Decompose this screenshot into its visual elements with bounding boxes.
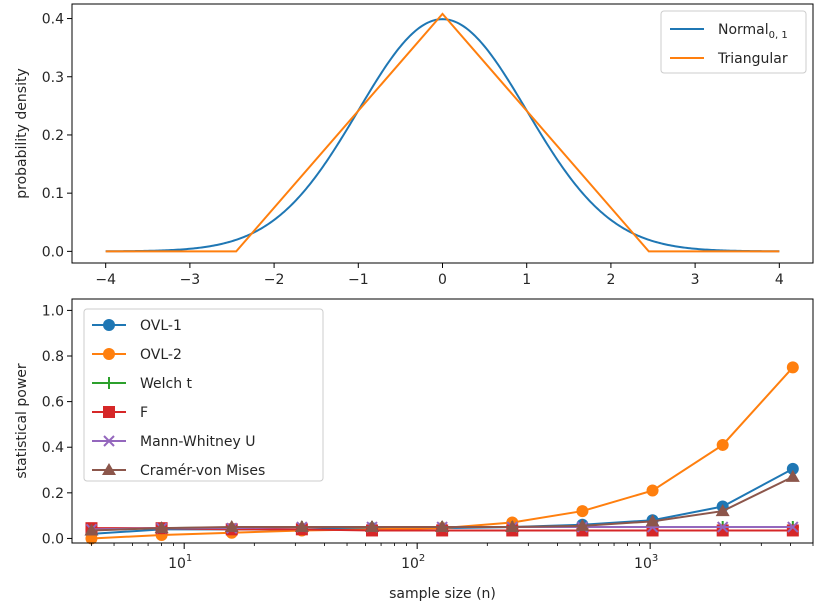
power-point-cram-r-von-mises [575, 518, 590, 531]
power-y-tick-label: 0.8 [42, 349, 64, 365]
power-point-cram-r-von-mises [294, 520, 309, 533]
power-legend-entry-ovl-1: OVL-1 [92, 318, 182, 334]
power-legend-label: OVL-2 [140, 347, 182, 363]
power-legend-marker [103, 348, 115, 360]
legend-label-normal-main: Normal [718, 22, 769, 38]
power-point-cram-r-von-mises [785, 469, 800, 482]
power-y-tick-label: 0.2 [42, 486, 64, 502]
density-y-tick-label: 0.1 [42, 186, 64, 202]
power-x-tick-exponent: 2 [419, 553, 425, 564]
power-x-tick-exponent: 3 [652, 553, 658, 564]
density-line-normal [105, 18, 780, 253]
density-x-tick-label: 2 [606, 272, 615, 288]
density-x-tick-label: −3 [180, 272, 201, 288]
power-point-mann-whitney-u [716, 521, 729, 533]
density-x-tick-label: 0 [438, 272, 447, 288]
power-point-ovl-1 [786, 462, 799, 475]
power-legend-marker [102, 463, 116, 475]
power-point-cram-r-von-mises [224, 520, 239, 533]
density-legend: Normal0, 1 Triangular [660, 10, 807, 74]
power-point-cram-r-von-mises [84, 523, 99, 536]
power-legend-label: Cramér-von Mises [140, 463, 265, 479]
power-point-cram-r-von-mises [365, 520, 380, 533]
power-x-tick-base: 10 [634, 556, 652, 572]
power-point-cram-r-von-mises [154, 521, 169, 534]
density-y-axis-label: probability density [14, 68, 30, 198]
power-legend-entry-welch-t: Welch t [92, 376, 193, 392]
power-legend-label: Mann-Whitney U [140, 434, 255, 450]
density-y-tick-label: 0.3 [42, 70, 64, 86]
power-point-cram-r-von-mises [505, 520, 520, 533]
power-legend-entry-cram-r-von-mises: Cramér-von Mises [92, 463, 265, 479]
power-x-tick-label: 103 [634, 553, 658, 572]
power-y-tick-label: 0.6 [42, 395, 64, 411]
power-point-mann-whitney-u [787, 521, 799, 533]
power-point-cram-r-von-mises [435, 520, 450, 533]
power-point-ovl-2 [646, 484, 659, 497]
density-series-layer [105, 12, 780, 253]
power-x-ticks: 101 102 103 [91, 543, 814, 572]
density-y-tick-label: 0.0 [42, 244, 64, 260]
power-legend: OVL-1 OVL-2 Welch t F Mann-Whitney U Cramér-v… [83, 308, 324, 482]
power-legend-items: OVL-1 OVL-2 Welch t F Mann-Whitney U Cramér-v… [92, 318, 265, 479]
power-legend-label: Welch t [140, 376, 193, 392]
power-x-tick-label: 102 [401, 553, 425, 572]
power-legend-box [83, 308, 324, 482]
density-x-tick-label: 3 [691, 272, 700, 288]
power-legend-label: F [140, 405, 148, 421]
density-y-tick-label: 0.4 [42, 12, 64, 28]
power-legend-entry-f: F [92, 405, 148, 421]
power-x-axis-label: sample size (n) [389, 586, 496, 602]
power-point-cram-r-von-mises [645, 514, 660, 527]
power-x-tick-label: 101 [168, 553, 192, 572]
legend-label-triangular: Triangular [717, 51, 788, 67]
power-series-cram-r-von-mises [84, 469, 800, 536]
power-point-ovl-2 [716, 438, 729, 451]
power-plot-frame [71, 298, 814, 544]
power-legend-marker [103, 406, 115, 418]
power-y-tick-label: 0.0 [42, 531, 64, 547]
power-x-tick-exponent: 1 [186, 553, 192, 564]
power-legend-marker [103, 319, 115, 331]
power-legend-marker [103, 377, 115, 389]
power-y-tick-label: 1.0 [42, 303, 64, 319]
power-point-cram-r-von-mises [715, 504, 730, 517]
power-point-ovl-2 [786, 361, 799, 374]
density-x-tick-label: 1 [522, 272, 531, 288]
density-y-ticks: 0.0 0.1 0.2 0.3 0.4 [42, 12, 72, 260]
power-x-tick-base: 10 [168, 556, 186, 572]
power-y-tick-label: 0.4 [42, 440, 64, 456]
density-line-triangular [105, 12, 780, 253]
legend-label-normal-subscript: 0, 1 [769, 30, 788, 41]
power-x-tick-base: 10 [401, 556, 419, 572]
power-y-axis-label: statistical power [14, 363, 30, 479]
power-legend-entry-ovl-2: OVL-2 [92, 347, 182, 363]
density-x-tick-label: −1 [348, 272, 369, 288]
density-y-tick-label: 0.2 [42, 128, 64, 144]
power-y-ticks: 0.0 0.2 0.4 0.6 0.8 1.0 [42, 303, 72, 547]
density-x-ticks: −4 −3 −2 −1 0 1 2 3 4 [95, 263, 784, 288]
power-legend-marker [103, 435, 115, 447]
power-series-layer [84, 361, 800, 545]
power-legend-entry-mann-whitney-u: Mann-Whitney U [92, 434, 255, 450]
density-x-tick-label: 4 [775, 272, 784, 288]
legend-label-normal: Normal0, 1 [718, 22, 788, 41]
density-chart: −4 −3 −2 −1 0 1 2 3 4 0.0 0.1 0.2 0.3 0.4 probabilit… [14, 3, 814, 288]
power-legend-label: OVL-1 [140, 318, 182, 334]
density-x-tick-label: −2 [264, 272, 285, 288]
power-chart: 101 102 103 0.00.20.40.60.81.0 statistical… [14, 298, 814, 602]
power-point-ovl-2 [576, 505, 589, 518]
density-x-tick-label: −4 [95, 272, 116, 288]
